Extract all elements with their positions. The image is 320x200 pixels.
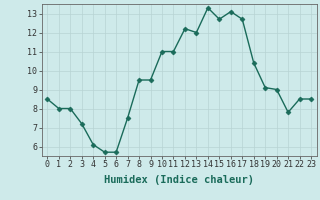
X-axis label: Humidex (Indice chaleur): Humidex (Indice chaleur) [104, 175, 254, 185]
